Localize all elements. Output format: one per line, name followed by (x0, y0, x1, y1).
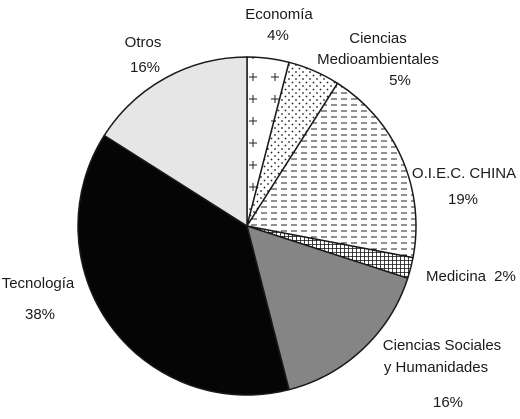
label-medicina-pct: 2% (494, 268, 516, 285)
label-tecnologia-name: Tecnología (2, 275, 75, 292)
pie-slice-o-i-e-c-china (245, 82, 417, 259)
label-medio-line2: Medioambientales (317, 51, 439, 68)
label-sociales-line2: y Humanidades (384, 359, 488, 376)
pie-slice-otros (103, 56, 248, 228)
label-tecnologia-pct: 38% (25, 306, 55, 323)
label-economia-name: Economía (245, 6, 313, 23)
pie-slices (77, 56, 417, 396)
label-oiec-pct: 19% (448, 191, 478, 208)
pie-slice-ciencias-sociales-y-humanidades (245, 224, 409, 391)
label-sociales-line1: Ciencias Sociales (383, 337, 501, 354)
label-economia-pct: 4% (267, 27, 289, 44)
label-medio-pct: 5% (389, 72, 411, 89)
label-sociales-pct: 16% (433, 394, 463, 411)
label-otros-name: Otros (125, 34, 162, 51)
label-otros-pct: 16% (130, 59, 160, 76)
label-oiec-name: O.I.E.C. CHINA (412, 165, 516, 182)
label-medicina-name: Medicina (426, 268, 487, 285)
pie-slice-tecnología (77, 134, 290, 396)
label-medio-line1: Ciencias (349, 30, 407, 47)
